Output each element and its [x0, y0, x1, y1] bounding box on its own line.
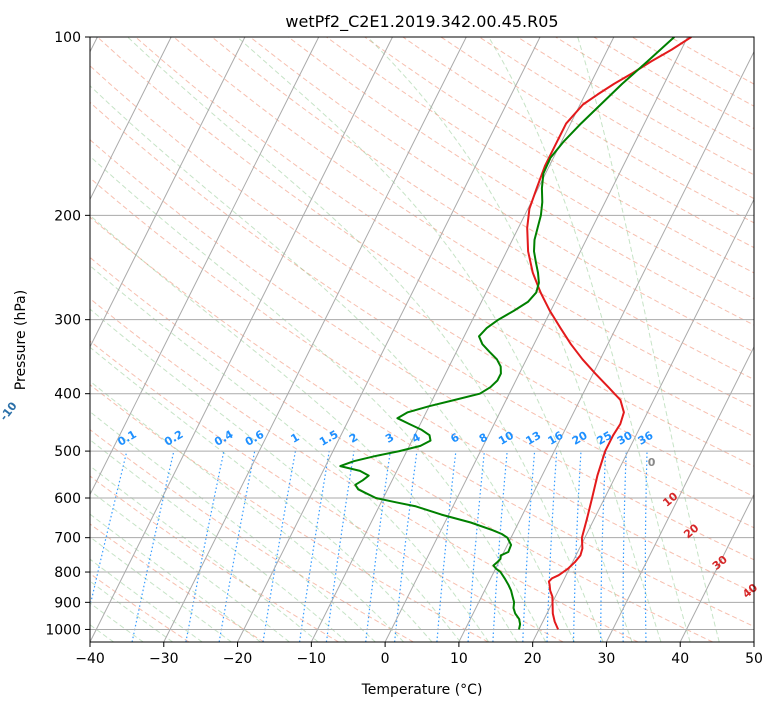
data-series [339, 37, 692, 630]
mixing-ratio-line [325, 451, 355, 642]
moist-adiabat-line [236, 37, 633, 642]
isotherm-line [90, 37, 320, 496]
plot-frame [89, 36, 755, 643]
y-tick-label: 700 [54, 531, 81, 547]
y-tick-label: 200 [54, 208, 81, 224]
isotherm-line [163, 37, 467, 642]
y-tick-label: 100 [54, 30, 81, 46]
dry-adiabat-line [326, 37, 754, 300]
x-tick-label: −20 [223, 651, 253, 667]
x-tick-label: 0 [381, 651, 390, 667]
isotherm-line [237, 37, 541, 642]
dry-adiabat-line [90, 572, 190, 642]
isotherm-line [310, 37, 615, 642]
y-tick-label: 1000 [45, 622, 81, 638]
x-tick-label: 10 [450, 651, 468, 667]
dry-adiabat-line [249, 37, 754, 353]
x-tick-label: −40 [75, 651, 105, 667]
dry-adiabat-line [287, 37, 754, 326]
zero-label: 0 [648, 456, 656, 469]
plot-area [90, 37, 754, 642]
chart-title: wetPf2_C2E1.2019.342.00.45.R05 [285, 12, 558, 32]
dewpoint-profile-line [339, 37, 675, 630]
moist-adiabat-line [90, 346, 433, 642]
mixing-ratio-line [131, 450, 175, 642]
isotherm-line [90, 37, 246, 349]
moist-adiabat-line [367, 37, 662, 642]
moist-adiabat-line [90, 439, 348, 642]
dry-adiabat-line [90, 139, 754, 561]
x-axis-title: Temperature (°C) [361, 682, 483, 698]
dry-adiabat-line [97, 37, 754, 467]
mixing-ratio-line [299, 451, 330, 642]
y-tick-label: 900 [54, 595, 81, 611]
grid-lines [90, 37, 754, 642]
moist-adiabat-line [90, 380, 404, 642]
x-tick-label: 20 [524, 651, 542, 667]
moist-adiabat-line [90, 489, 290, 642]
mixing-ratio-line [436, 451, 457, 642]
y-tick-label: 300 [54, 313, 81, 329]
mixing-ratio-line [467, 451, 485, 642]
x-tick-label: −30 [149, 651, 179, 667]
y-tick-label: 500 [54, 444, 81, 460]
axis-ticks: −40 −30 −20 −10 0 10 20 30 40 50 100 200 300 400 500 60… [45, 30, 763, 667]
x-tick-label: 50 [745, 651, 763, 667]
x-tick-label: 30 [598, 651, 616, 667]
y-tick-label: 800 [54, 565, 81, 581]
mixing-ratio-line [90, 450, 128, 609]
dry-adiabat-line [90, 177, 754, 594]
y-tick-label: 600 [54, 491, 81, 507]
isotherm-line [384, 37, 689, 642]
dry-adiabat-line [90, 384, 489, 642]
y-tick-label: 400 [54, 387, 81, 403]
x-tick-label: 40 [671, 651, 689, 667]
x-tick-label: −10 [297, 651, 327, 667]
temperature-profile-line [526, 37, 692, 630]
isotherm-line [605, 345, 754, 642]
moist-adiabat-line [90, 465, 319, 642]
mixing-ratio-line [394, 451, 418, 642]
mixing-ratio-line [365, 451, 391, 642]
moist-adiabat-line [577, 37, 720, 642]
isotherm-line [90, 37, 172, 201]
dry-adiabat-line [135, 37, 754, 438]
isotherm-line [679, 493, 754, 642]
y-axis-title: Pressure (hPa) [13, 290, 29, 390]
dry-adiabat-line [90, 475, 339, 642]
moist-adiabat-line [488, 37, 691, 642]
dry-adiabat-line [90, 65, 754, 498]
isotherm-line [90, 37, 393, 642]
dry-adiabat-line [90, 216, 754, 628]
dry-adiabat-line [90, 340, 564, 642]
moist-adiabat-line [127, 37, 604, 642]
isotherm-line [532, 198, 754, 642]
background-lines [90, 37, 754, 642]
moist-adiabat-line [90, 411, 376, 642]
moist-adiabat-line [90, 214, 518, 642]
dry-adiabat-line [90, 256, 713, 642]
